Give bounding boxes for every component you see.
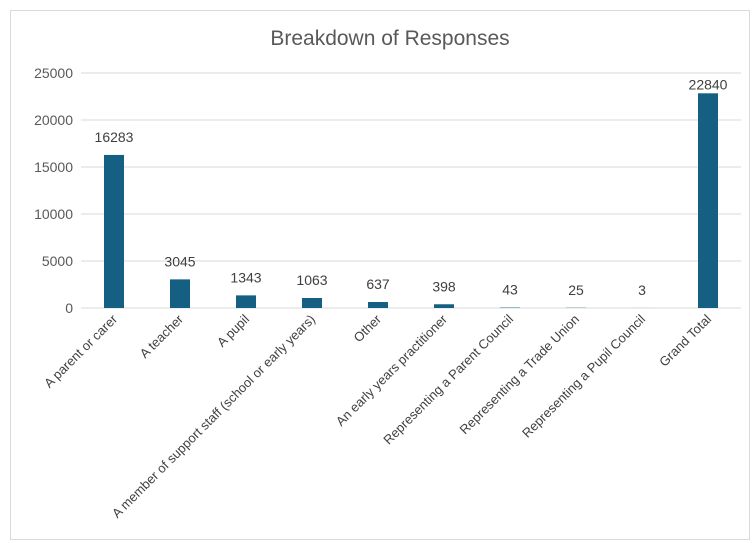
y-tick-label: 10000: [34, 206, 73, 222]
data-label: 25: [568, 282, 584, 298]
category-label: Representing a Pupil Council: [519, 311, 648, 440]
data-label: 1063: [296, 272, 327, 288]
chart-area: Breakdown of Responses 0 5000 10000 15000 20…: [10, 10, 750, 540]
category-label: Grand Total: [656, 311, 714, 369]
data-label: 22840: [689, 76, 728, 92]
bar: [302, 298, 322, 308]
bar-chart: Breakdown of Responses 0 5000 10000 15000 20…: [34, 27, 741, 521]
bar: [236, 295, 256, 308]
data-label: 3045: [164, 253, 195, 269]
y-tick-label: 5000: [42, 253, 73, 269]
data-label: 43: [502, 282, 518, 298]
y-tick-label: 0: [65, 300, 73, 316]
y-tick-label: 15000: [34, 159, 73, 175]
y-axis-tick-labels: 0 5000 10000 15000 20000 25000: [34, 65, 73, 316]
category-label: Representing a Parent Council: [380, 311, 516, 447]
data-label: 398: [432, 278, 456, 294]
category-label: An early years practitioner: [333, 311, 451, 429]
data-label: 16283: [95, 129, 134, 145]
bars: [104, 93, 718, 308]
data-label: 637: [366, 276, 390, 292]
bar: [698, 93, 718, 308]
bar: [170, 279, 190, 308]
bar: [434, 304, 454, 308]
category-label: Representing a Trade Union: [457, 312, 583, 438]
data-label: 1343: [230, 269, 261, 285]
y-tick-label: 25000: [34, 65, 73, 81]
data-label: 3: [638, 282, 646, 298]
category-label: A pupil: [214, 311, 252, 349]
gridlines: [81, 72, 741, 309]
category-label: A teacher: [137, 311, 187, 361]
chart-title: Breakdown of Responses: [270, 27, 509, 50]
category-label: A member of support staff (school or ear…: [109, 312, 318, 521]
bar: [368, 302, 388, 308]
y-tick-label: 20000: [34, 112, 73, 128]
category-label: Other: [351, 311, 385, 345]
bar: [104, 154, 124, 308]
data-labels: 16283 3045 1343 1063 637 398 43 25 3 22840: [95, 76, 728, 298]
category-label: A parent or carer: [41, 311, 121, 391]
